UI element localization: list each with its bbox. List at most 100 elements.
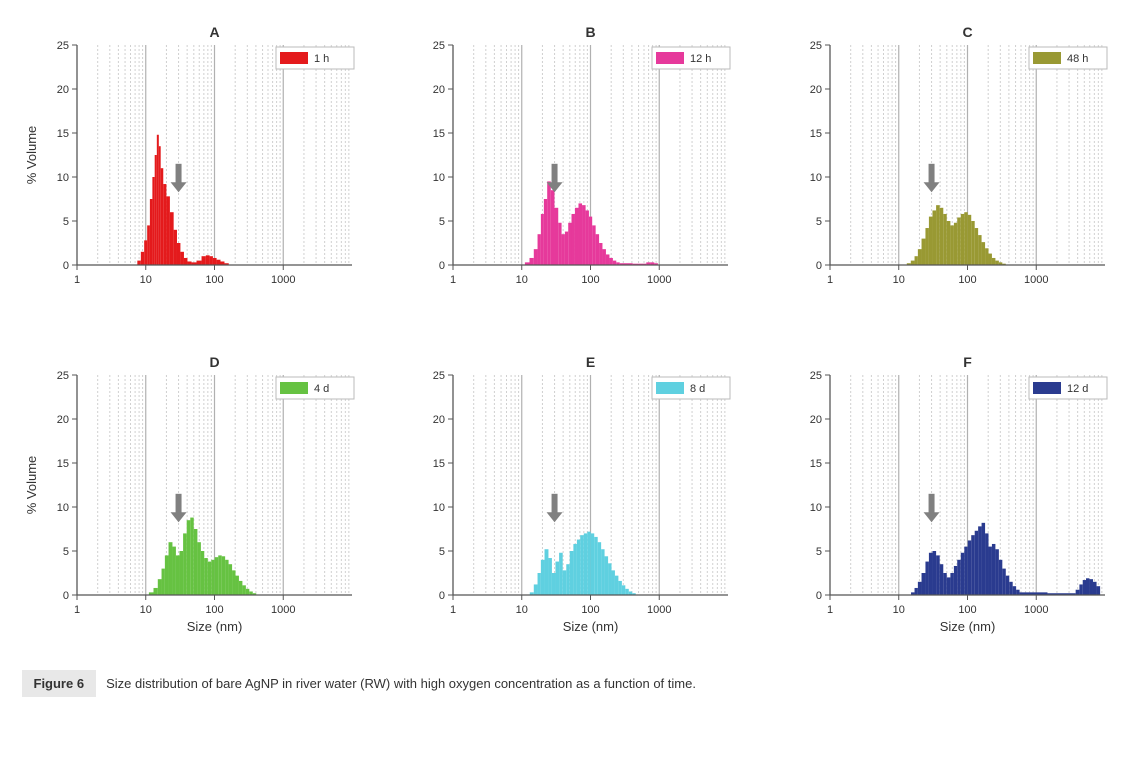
- svg-text:100: 100: [581, 274, 599, 286]
- arrow-down-icon: [170, 494, 186, 522]
- svg-text:100: 100: [958, 604, 976, 616]
- svg-text:15: 15: [433, 458, 445, 470]
- svg-text:20: 20: [433, 414, 445, 426]
- chart-cell-E: 05101520251101001000ESize (nm)8 d: [398, 350, 745, 650]
- arrow-down-icon: [923, 494, 939, 522]
- chart-E: 05101520251101001000ESize (nm)8 d: [398, 350, 738, 650]
- svg-text:1000: 1000: [271, 604, 295, 616]
- svg-text:25: 25: [433, 40, 445, 52]
- y-axis-label: % Volume: [24, 126, 39, 185]
- svg-text:0: 0: [439, 590, 445, 602]
- panel-title: B: [586, 24, 596, 40]
- svg-text:15: 15: [810, 458, 822, 470]
- caption-row: Figure 6 Size distribution of bare AgNP …: [22, 670, 1122, 697]
- chart-cell-C: 0 5 10 15 20 25 1 10 100 1000 C 48 h: [775, 20, 1122, 320]
- svg-text:1: 1: [450, 274, 456, 286]
- svg-text:5: 5: [62, 216, 68, 228]
- chart-cell-F: 05101520251101001000FSize (nm)12 d: [775, 350, 1122, 650]
- svg-text:1: 1: [73, 274, 79, 286]
- svg-text:0: 0: [816, 260, 822, 272]
- panel-title: D: [209, 354, 219, 370]
- caption-text: Size distribution of bare AgNP in river …: [106, 676, 696, 691]
- x-axis-label: Size (nm): [563, 619, 619, 634]
- svg-text:10: 10: [56, 502, 68, 514]
- svg-text:0: 0: [816, 590, 822, 602]
- svg-text:25: 25: [433, 370, 445, 382]
- x-axis-label: Size (nm): [940, 619, 996, 634]
- chart-cell-D: 0 5 10 15 20 25 1 10 100 1000 D % Volume Size (nm) 4 …: [22, 350, 369, 650]
- svg-text:10: 10: [56, 172, 68, 184]
- legend-swatch: [1033, 52, 1061, 64]
- chart-cell-B: 05101520251101001000B12 h: [398, 20, 745, 320]
- chart-A: 0 5 10 15 20 25 1 10 100 1000 A % Volume 1 h: [22, 20, 362, 320]
- svg-text:20: 20: [810, 414, 822, 426]
- legend-label: 48 h: [1067, 53, 1088, 65]
- svg-text:100: 100: [958, 274, 976, 286]
- svg-text:100: 100: [205, 604, 223, 616]
- chart-C: 0 5 10 15 20 25 1 10 100 1000 C 48 h: [775, 20, 1115, 320]
- panel-title: F: [963, 354, 972, 370]
- legend-swatch: [656, 382, 684, 394]
- svg-text:5: 5: [62, 546, 68, 558]
- y-axis-label: % Volume: [24, 456, 39, 515]
- legend-label: 12 h: [690, 53, 711, 65]
- svg-text:1000: 1000: [1024, 604, 1048, 616]
- svg-text:0: 0: [62, 260, 68, 272]
- svg-text:5: 5: [816, 546, 822, 558]
- svg-text:10: 10: [810, 502, 822, 514]
- svg-text:20: 20: [56, 84, 68, 96]
- svg-text:0: 0: [62, 590, 68, 602]
- chart-grid: 05101520251101001000A% Volume1 h05101520…: [22, 20, 1122, 650]
- svg-text:100: 100: [581, 604, 599, 616]
- svg-text:10: 10: [892, 604, 904, 616]
- svg-text:25: 25: [56, 370, 68, 382]
- svg-text:25: 25: [810, 370, 822, 382]
- panel-title: C: [962, 24, 972, 40]
- svg-text:25: 25: [810, 40, 822, 52]
- legend-label: 1 h: [314, 53, 329, 65]
- svg-text:5: 5: [439, 216, 445, 228]
- x-axis-label: Size (nm): [186, 619, 242, 634]
- legend-swatch: [1033, 382, 1061, 394]
- panel-title: E: [586, 354, 595, 370]
- svg-text:10: 10: [139, 604, 151, 616]
- svg-text:10: 10: [433, 502, 445, 514]
- svg-text:1000: 1000: [647, 604, 671, 616]
- svg-text:0: 0: [439, 260, 445, 272]
- legend-label: 4 d: [314, 383, 329, 395]
- svg-text:1000: 1000: [271, 274, 295, 286]
- legend-swatch: [280, 52, 308, 64]
- svg-text:10: 10: [139, 274, 151, 286]
- svg-text:1: 1: [827, 274, 833, 286]
- chart-D: 0 5 10 15 20 25 1 10 100 1000 D % Volume Size (nm) 4 …: [22, 350, 362, 650]
- svg-text:1: 1: [450, 604, 456, 616]
- svg-text:10: 10: [892, 274, 904, 286]
- legend-swatch: [280, 382, 308, 394]
- svg-text:20: 20: [56, 414, 68, 426]
- svg-text:10: 10: [516, 604, 528, 616]
- svg-text:1: 1: [827, 604, 833, 616]
- svg-text:10: 10: [810, 172, 822, 184]
- chart-F: 05101520251101001000FSize (nm)12 d: [775, 350, 1115, 650]
- panel-title: A: [209, 24, 219, 40]
- svg-text:1000: 1000: [647, 274, 671, 286]
- svg-text:5: 5: [816, 216, 822, 228]
- legend-swatch: [656, 52, 684, 64]
- svg-text:10: 10: [516, 274, 528, 286]
- svg-text:15: 15: [56, 128, 68, 140]
- svg-text:20: 20: [810, 84, 822, 96]
- arrow-down-icon: [170, 164, 186, 192]
- figure-container: 05101520251101001000A% Volume1 h05101520…: [22, 20, 1122, 697]
- svg-text:10: 10: [433, 172, 445, 184]
- svg-text:20: 20: [433, 84, 445, 96]
- svg-text:15: 15: [56, 458, 68, 470]
- chart-cell-A: 0 5 10 15 20 25 1 10 100 1000 A % Volume 1 h: [22, 20, 369, 320]
- arrow-down-icon: [547, 494, 563, 522]
- svg-text:1000: 1000: [1024, 274, 1048, 286]
- svg-text:15: 15: [810, 128, 822, 140]
- legend-label: 8 d: [690, 383, 705, 395]
- svg-text:25: 25: [56, 40, 68, 52]
- svg-text:100: 100: [205, 274, 223, 286]
- chart-B: 05101520251101001000B12 h: [398, 20, 738, 320]
- svg-text:1: 1: [73, 604, 79, 616]
